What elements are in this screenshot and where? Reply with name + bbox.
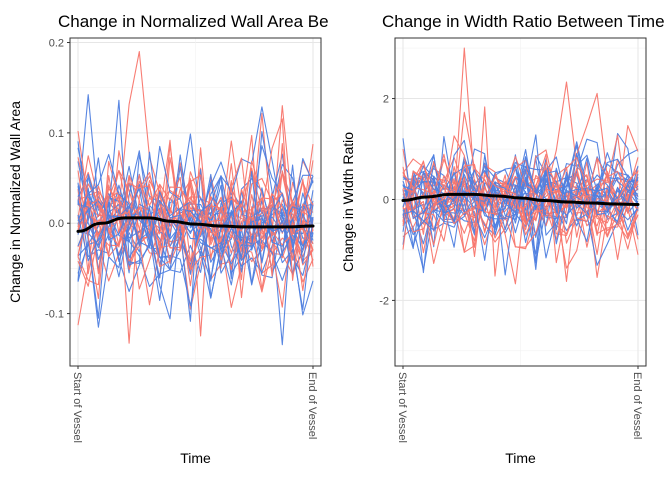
trend-line <box>76 216 315 233</box>
y-tick-label: 0 <box>383 194 389 206</box>
series-line-blue <box>402 170 639 261</box>
trend-line <box>401 192 640 207</box>
series-line-blue <box>77 186 314 319</box>
chart-title: Change in Normalized Wall Area Be <box>58 12 329 31</box>
y-tick-label: 2 <box>383 94 389 106</box>
x-tick-label: End of Vessel <box>306 372 318 439</box>
x-tick-label: Start of Vessel <box>396 372 408 443</box>
y-axis-label: Change in Width Ratio <box>340 132 356 272</box>
y-tick-label: 0.1 <box>49 128 64 140</box>
series-line-red <box>402 92 639 227</box>
y-tick-label: -2 <box>379 295 389 307</box>
x-tick-label: Start of Vessel <box>71 372 83 443</box>
series-line-red <box>77 178 314 290</box>
series-line-blue <box>77 153 314 264</box>
series-group <box>402 47 639 285</box>
series-line-red <box>77 170 314 300</box>
series-line-red <box>402 185 639 269</box>
series-line-red <box>402 171 639 282</box>
series-line-blue <box>77 157 314 258</box>
y-axis-label: Change in Normalized Wall Area <box>7 101 23 303</box>
series-line-blue <box>402 154 639 236</box>
plot-border <box>69 37 322 367</box>
series-line-blue <box>77 99 314 273</box>
series-line-red <box>402 134 639 214</box>
chart-panel-1: -0.1 0.0 0.1 0.2 Start of Vessel End of Vesse… <box>7 12 329 466</box>
chart-title: Change in Width Ratio Between Time <box>382 12 665 31</box>
series-line-blue <box>402 134 639 236</box>
series-line-red <box>402 148 639 264</box>
y-tick-label: 0.2 <box>49 38 64 50</box>
y-tick-label: -0.1 <box>45 309 64 321</box>
series-line-red <box>402 135 639 236</box>
y-tick-label: 0.0 <box>49 218 64 230</box>
series-line-red <box>402 163 639 233</box>
plot-border <box>394 37 647 367</box>
x-tick-label: End of Vessel <box>631 372 643 439</box>
series-group <box>77 51 314 346</box>
series-line-blue <box>77 131 314 271</box>
series-line-red <box>77 118 314 281</box>
chart-panel-2: -2 0 2 Start of Vessel End of Vessel Time Chan… <box>340 12 665 466</box>
x-axis-label: Time <box>505 450 536 466</box>
x-axis-label: Time <box>180 450 211 466</box>
series-line-blue <box>402 156 639 243</box>
